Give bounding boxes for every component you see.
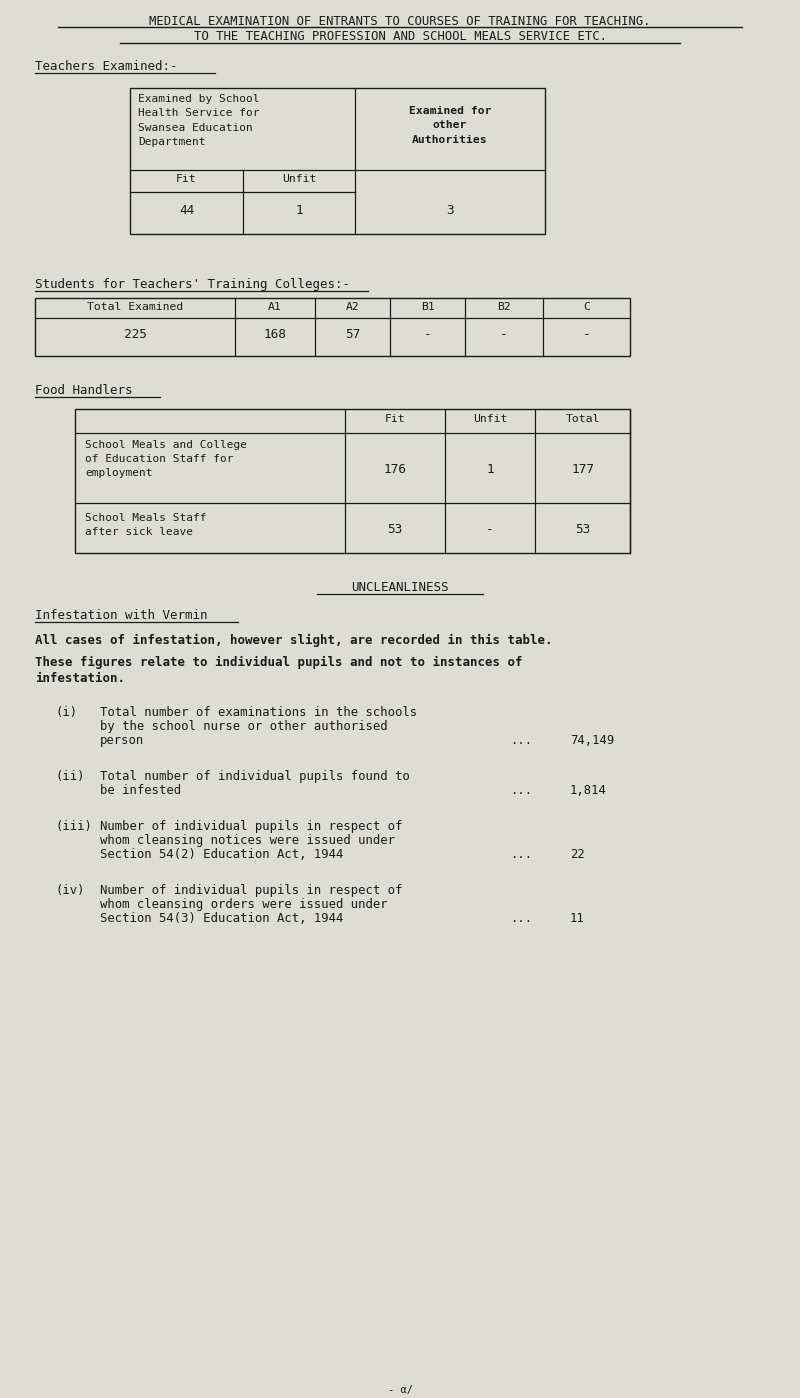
- Text: School Meals Staff
after sick leave: School Meals Staff after sick leave: [85, 513, 206, 537]
- Text: by the school nurse or other authorised: by the school nurse or other authorised: [100, 720, 388, 733]
- Text: (ii): (ii): [55, 770, 85, 783]
- Text: Fit: Fit: [385, 414, 406, 424]
- Text: Students for Teachers' Training Colleges:-: Students for Teachers' Training Colleges…: [35, 278, 350, 291]
- Text: (iv): (iv): [55, 884, 85, 898]
- Text: person: person: [100, 734, 144, 747]
- Text: Section 54(3) Education Act, 1944: Section 54(3) Education Act, 1944: [100, 911, 343, 925]
- Text: -: -: [486, 523, 494, 535]
- Text: Number of individual pupils in respect of: Number of individual pupils in respect o…: [100, 884, 402, 898]
- Text: be infested: be infested: [100, 784, 181, 797]
- Text: B1: B1: [421, 302, 434, 312]
- Text: B2: B2: [497, 302, 511, 312]
- Text: 168: 168: [263, 329, 286, 341]
- Text: 53: 53: [387, 523, 402, 535]
- Text: Examined by School
Health Service for
Swansea Education
Department: Examined by School Health Service for Sw…: [138, 94, 259, 147]
- Text: Infestation with Vermin: Infestation with Vermin: [35, 610, 207, 622]
- Text: whom cleansing notices were issued under: whom cleansing notices were issued under: [100, 835, 395, 847]
- Text: whom cleansing orders were issued under: whom cleansing orders were issued under: [100, 898, 388, 911]
- Text: (iii): (iii): [55, 821, 92, 833]
- Text: 3: 3: [446, 204, 454, 217]
- Text: ...: ...: [510, 911, 532, 925]
- Text: 74,149: 74,149: [570, 734, 614, 747]
- Text: Total Examined: Total Examined: [87, 302, 183, 312]
- Text: Food Handlers: Food Handlers: [35, 384, 133, 397]
- Text: 53: 53: [575, 523, 590, 535]
- Text: 177: 177: [571, 463, 594, 475]
- Text: ...: ...: [510, 734, 532, 747]
- Text: 1: 1: [295, 204, 303, 217]
- Text: Section 54(2) Education Act, 1944: Section 54(2) Education Act, 1944: [100, 849, 343, 861]
- Text: TO THE TEACHING PROFESSION AND SCHOOL MEALS SERVICE ETC.: TO THE TEACHING PROFESSION AND SCHOOL ME…: [194, 29, 606, 43]
- Bar: [35, 298, 630, 356]
- Text: 22: 22: [570, 849, 585, 861]
- Text: 57: 57: [345, 329, 360, 341]
- Text: MEDICAL EXAMINATION OF ENTRANTS TO COURSES OF TRAINING FOR TEACHING.: MEDICAL EXAMINATION OF ENTRANTS TO COURS…: [150, 15, 650, 28]
- Bar: [130, 88, 545, 233]
- Text: ...: ...: [510, 849, 532, 861]
- Text: infestation.: infestation.: [35, 672, 125, 685]
- Bar: [75, 410, 630, 554]
- Text: 176: 176: [383, 463, 406, 475]
- Text: (i): (i): [55, 706, 77, 719]
- Text: 11: 11: [570, 911, 585, 925]
- Text: A2: A2: [346, 302, 359, 312]
- Text: Total number of examinations in the schools: Total number of examinations in the scho…: [100, 706, 417, 719]
- Text: 1,814: 1,814: [570, 784, 607, 797]
- Text: Examined for
other
Authorities: Examined for other Authorities: [409, 106, 491, 145]
- Text: School Meals and College
of Education Staff for
employment: School Meals and College of Education St…: [85, 440, 247, 478]
- Text: -: -: [424, 329, 431, 341]
- Text: A1: A1: [268, 302, 282, 312]
- Text: Unfit: Unfit: [473, 414, 507, 424]
- Text: C: C: [583, 302, 590, 312]
- Text: -: -: [500, 329, 508, 341]
- Text: 1: 1: [486, 463, 494, 475]
- Text: These figures relate to individual pupils and not to instances of: These figures relate to individual pupil…: [35, 656, 522, 670]
- Text: Unfit: Unfit: [282, 173, 316, 185]
- Text: Number of individual pupils in respect of: Number of individual pupils in respect o…: [100, 821, 402, 833]
- Text: - α/: - α/: [387, 1385, 413, 1395]
- Text: Fit: Fit: [176, 173, 197, 185]
- Text: ...: ...: [510, 784, 532, 797]
- Text: UNCLEANLINESS: UNCLEANLINESS: [351, 582, 449, 594]
- Text: Total: Total: [566, 414, 600, 424]
- Text: 225: 225: [123, 329, 146, 341]
- Text: 44: 44: [179, 204, 194, 217]
- Text: Total number of individual pupils found to: Total number of individual pupils found …: [100, 770, 410, 783]
- Text: -: -: [582, 329, 590, 341]
- Text: All cases of infestation, however slight, are recorded in this table.: All cases of infestation, however slight…: [35, 635, 553, 647]
- Text: Teachers Examined:-: Teachers Examined:-: [35, 60, 178, 73]
